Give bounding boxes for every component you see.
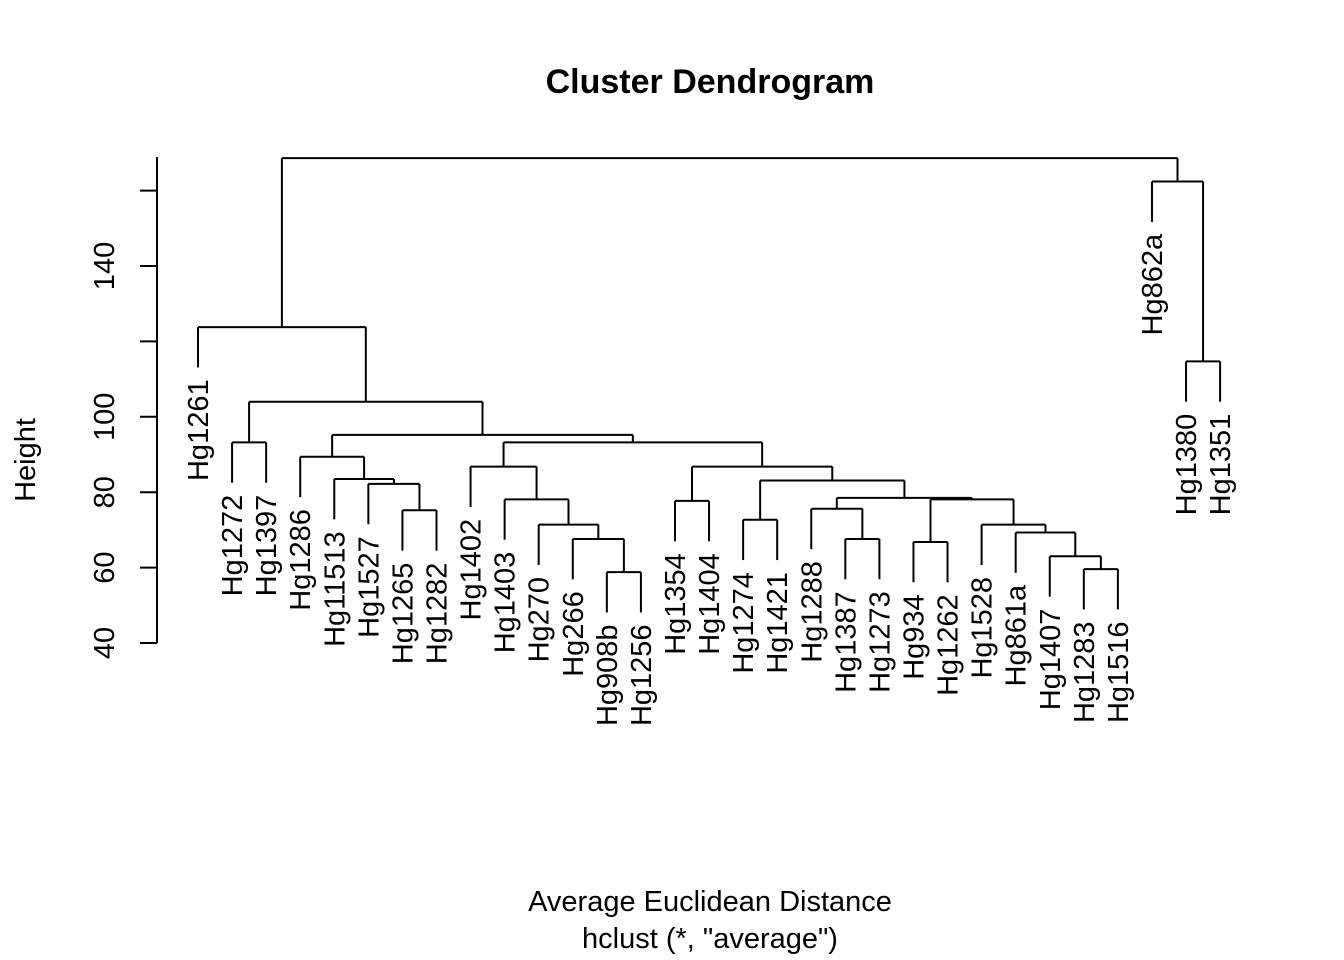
leaf-label: Hg861a <box>1001 584 1033 686</box>
leaf-label: Hg1282 <box>421 563 453 665</box>
y-tick-label: 140 <box>89 242 121 290</box>
y-tick-label: 80 <box>89 476 121 508</box>
leaf-label: Hg1404 <box>694 553 726 655</box>
leaf-label: Hg1261 <box>183 379 215 481</box>
x-axis-sublabel: hclust (*, "average") <box>582 923 838 955</box>
leaf-label: Hg1288 <box>796 561 828 663</box>
leaf-label: Hg908b <box>592 624 624 726</box>
leaf-label: Hg1528 <box>967 577 999 679</box>
leaf-label: Hg1516 <box>1103 621 1135 723</box>
leaf-label: Hg1351 <box>1205 414 1237 516</box>
leaf-label: Hg1256 <box>626 624 658 726</box>
leaf-label: Hg1527 <box>353 536 385 638</box>
leaf-label: Hg1397 <box>251 495 283 597</box>
y-tick-label: 40 <box>89 627 121 659</box>
leaf-label: Hg1380 <box>1171 414 1203 516</box>
leaf-label: Hg1283 <box>1069 621 1101 723</box>
y-axis-label: Height <box>10 418 42 502</box>
leaf-label: Hg1273 <box>864 591 896 693</box>
leaf-label: Hg1262 <box>933 594 965 696</box>
leaf-label: Hg1407 <box>1035 609 1067 711</box>
leaf-label: Hg1272 <box>217 495 249 597</box>
leaf-label: Hg266 <box>558 591 590 676</box>
leaf-label: Hg1274 <box>728 572 760 674</box>
chart-title: Cluster Dendrogram <box>546 63 875 101</box>
leaf-label: Hg934 <box>898 594 930 679</box>
leaf-label: Hg270 <box>524 577 556 662</box>
leaf-label: Hg1286 <box>285 509 317 611</box>
leaf-label: Hg1387 <box>830 591 862 693</box>
leaf-label: Hg862a <box>1137 233 1169 335</box>
leaf-label: Hg1403 <box>490 552 522 654</box>
y-axis: 40 60 80 100 140 <box>89 157 158 659</box>
y-tick-label: 60 <box>89 551 121 583</box>
dendrogram-branches <box>197 157 1222 613</box>
leaf-label: Hg1265 <box>387 563 419 665</box>
leaf-label: Hg1354 <box>660 553 692 655</box>
leaf-label: Hg1421 <box>762 572 794 674</box>
leaf-label: Hg1402 <box>456 519 488 621</box>
x-axis-label: Average Euclidean Distance <box>528 886 892 918</box>
y-tick-label: 100 <box>89 393 121 441</box>
leaf-label: Hg11513 <box>319 531 351 647</box>
